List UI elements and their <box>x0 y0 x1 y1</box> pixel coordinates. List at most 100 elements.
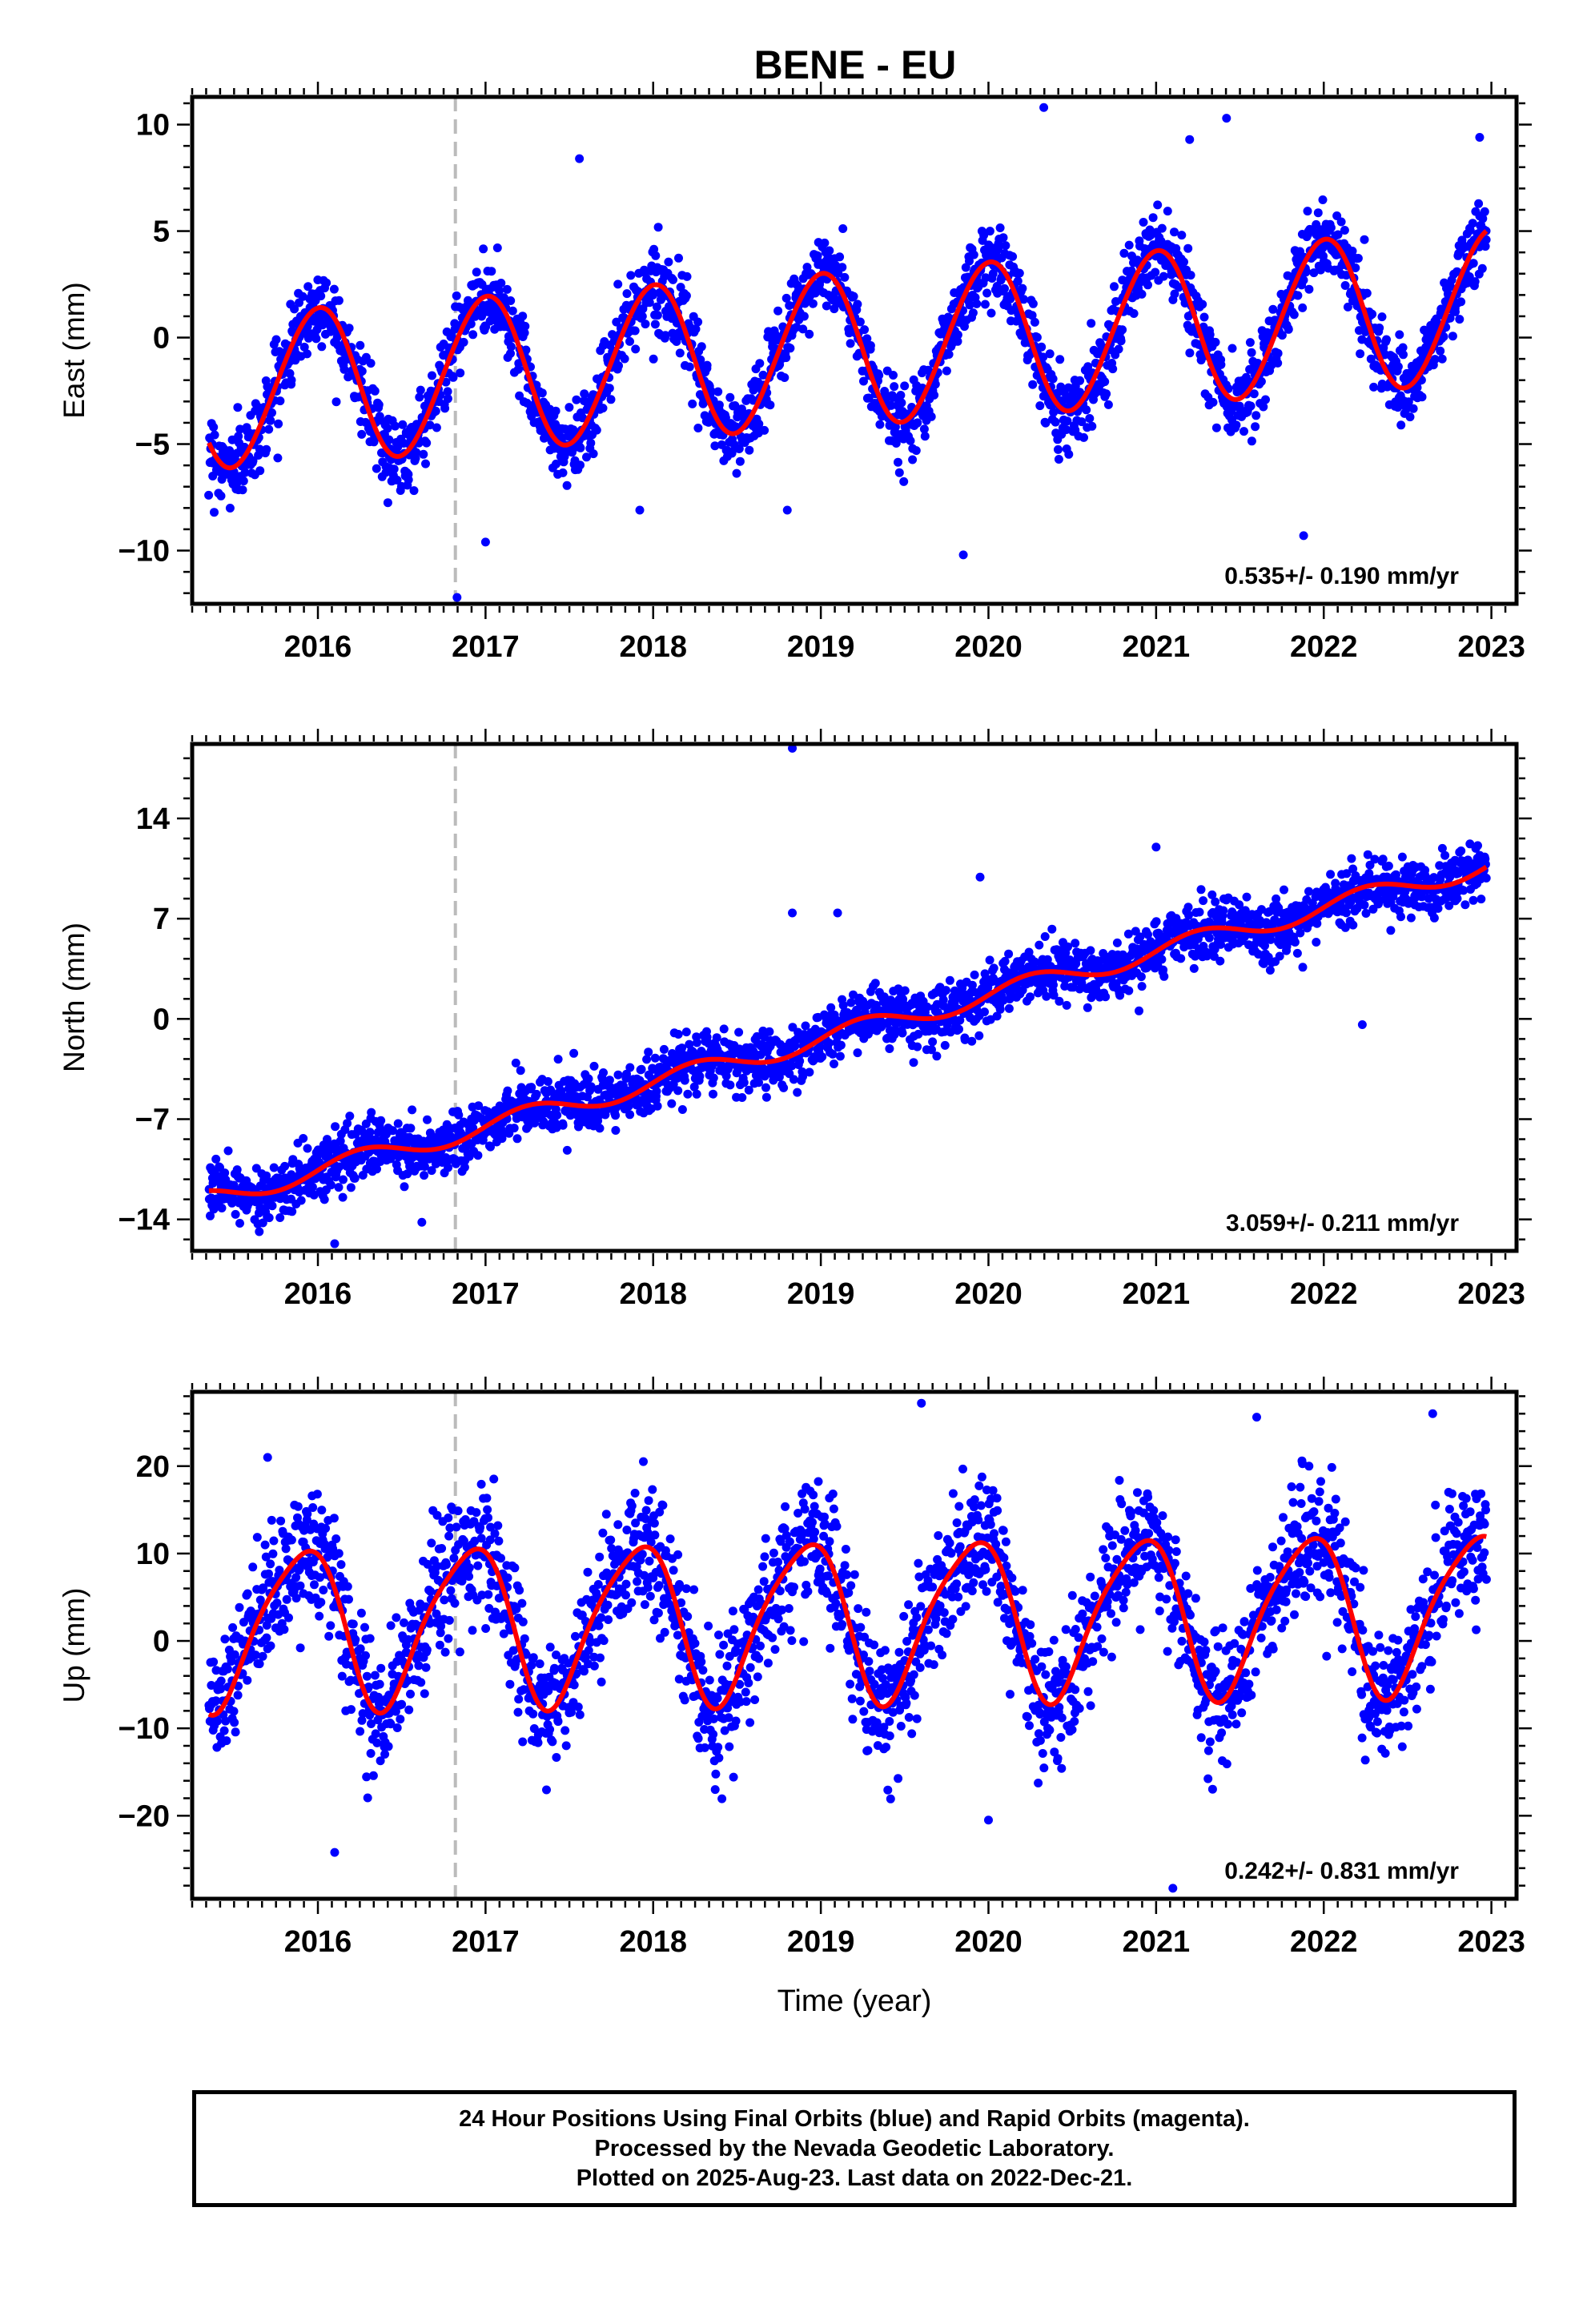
data-point <box>693 424 703 432</box>
data-point <box>1028 380 1038 389</box>
data-point <box>737 1093 747 1102</box>
data-point <box>334 296 344 305</box>
data-point <box>825 246 834 255</box>
data-point <box>223 1146 233 1156</box>
data-point <box>1196 885 1206 895</box>
data-point <box>972 299 982 308</box>
data-point <box>820 238 830 247</box>
data-point <box>1083 1003 1092 1012</box>
data-point <box>1246 401 1256 411</box>
data-point <box>1047 924 1057 934</box>
data-point <box>502 284 512 294</box>
data-point <box>303 349 311 359</box>
data-point <box>225 504 235 513</box>
data-point <box>1280 885 1288 895</box>
data-point <box>979 231 989 240</box>
data-point <box>374 400 384 409</box>
data-point <box>406 1124 416 1133</box>
data-point <box>862 334 872 344</box>
data-point <box>518 312 528 321</box>
data-point <box>1251 422 1260 432</box>
data-point <box>942 986 950 995</box>
x-tick-label: 2016 <box>284 630 352 664</box>
data-point <box>552 459 560 468</box>
data-point <box>1440 850 1450 860</box>
data-point <box>898 1028 907 1038</box>
data-point <box>799 312 809 321</box>
data-point <box>392 476 402 485</box>
data-point <box>674 253 683 263</box>
data-point <box>1406 913 1416 923</box>
data-point <box>479 244 488 254</box>
data-point <box>1382 335 1391 344</box>
data-point <box>798 324 808 334</box>
data-point <box>586 438 596 448</box>
data-point <box>1055 355 1065 364</box>
data-point <box>1478 214 1488 223</box>
data-point <box>926 412 936 421</box>
data-point <box>853 1048 862 1058</box>
data-point <box>734 1027 744 1037</box>
data-point <box>409 486 419 496</box>
data-point <box>691 324 701 334</box>
data-point <box>889 371 898 380</box>
data-point <box>580 389 589 399</box>
data-point <box>779 1083 789 1092</box>
x-tick-label: 2022 <box>1290 630 1358 664</box>
data-point <box>625 1110 635 1120</box>
data-point <box>1284 324 1293 334</box>
data-point <box>642 1055 652 1064</box>
outlier-point <box>958 550 968 560</box>
data-point <box>1082 405 1091 415</box>
data-point <box>311 334 321 344</box>
data-point <box>423 1115 432 1124</box>
data-point <box>1087 421 1097 431</box>
data-point <box>238 485 247 495</box>
data-point <box>1032 332 1042 342</box>
data-point <box>644 1047 653 1057</box>
data-point <box>855 317 865 327</box>
data-point <box>264 1213 274 1223</box>
data-point <box>1366 354 1376 364</box>
data-point <box>1049 980 1058 990</box>
data-point <box>793 1088 802 1097</box>
data-point <box>1183 903 1193 912</box>
data-point <box>985 955 994 965</box>
data-point <box>1326 870 1336 879</box>
data-point <box>1293 291 1303 300</box>
data-point <box>503 1086 512 1096</box>
data-point <box>913 1042 922 1051</box>
data-point <box>761 1092 771 1102</box>
data-point <box>1289 310 1299 320</box>
data-point <box>1027 311 1037 320</box>
data-point <box>1035 401 1045 411</box>
data-point <box>1075 376 1085 385</box>
data-point <box>1062 1000 1071 1010</box>
data-point <box>1436 346 1445 356</box>
data-point <box>1290 938 1300 947</box>
data-point <box>909 1058 918 1068</box>
data-point <box>1474 199 1484 208</box>
data-point <box>995 223 1005 232</box>
data-point <box>1055 996 1064 1006</box>
data-point <box>532 1089 541 1099</box>
data-point <box>425 420 435 430</box>
data-point <box>468 330 478 340</box>
data-point <box>326 1180 335 1190</box>
data-point <box>1048 374 1058 384</box>
outlier-point <box>480 537 490 547</box>
data-point <box>620 354 629 364</box>
data-point <box>1183 243 1193 253</box>
data-point <box>695 1072 705 1081</box>
data-point <box>210 508 219 517</box>
panel-north: 2016 2017 2018 2019 2020 2021 2022 2023−14−7071… <box>58 729 1532 1311</box>
data-point <box>942 366 951 376</box>
data-point <box>422 438 432 448</box>
data-point <box>681 1027 691 1037</box>
data-point <box>900 381 910 391</box>
data-point <box>1100 377 1110 387</box>
data-point <box>335 1136 345 1146</box>
x-tick-label: 2023 <box>1457 630 1525 664</box>
data-point <box>357 367 367 376</box>
